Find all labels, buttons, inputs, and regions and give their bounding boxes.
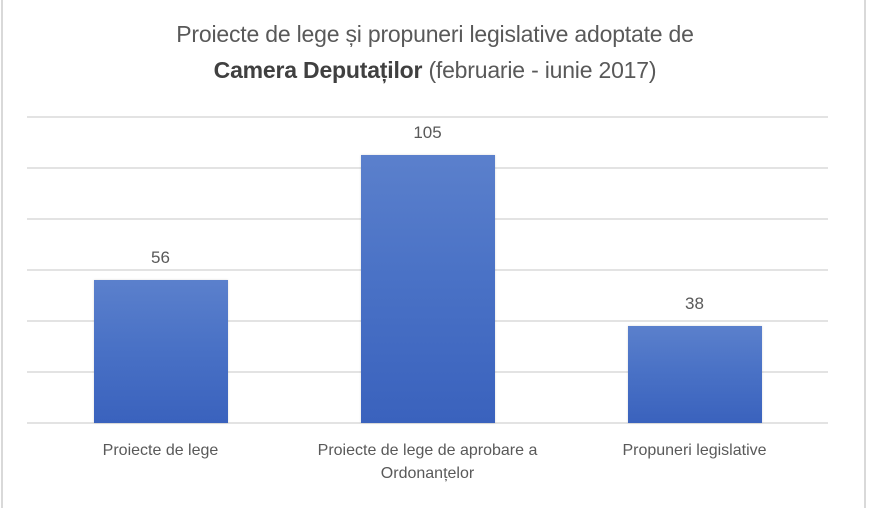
- chart-title-line1: Proiecte de lege și propuneri legislativ…: [176, 21, 694, 47]
- bar[interactable]: [93, 280, 228, 423]
- gridline: [27, 422, 828, 424]
- bar[interactable]: [360, 155, 495, 423]
- bar[interactable]: [627, 326, 762, 423]
- chart-title-bold: Camera Deputaților: [213, 57, 423, 83]
- chart-title: Proiecte de lege și propuneri legislativ…: [0, 16, 870, 88]
- data-label: 38: [685, 294, 704, 314]
- category-label: Propuneri legislative: [622, 442, 767, 459]
- data-label: 105: [413, 123, 442, 143]
- chart-title-period: (februarie - iunie 2017): [422, 57, 657, 83]
- category-label: Proiecte de lege de aprobare a Ordonanțel…: [317, 442, 538, 482]
- gridline: [27, 116, 828, 118]
- plot-area: [27, 116, 828, 424]
- category-label: Proiecte de lege: [102, 442, 219, 459]
- data-label: 56: [151, 248, 170, 268]
- chart-title-line2: Camera Deputaților (februarie - iunie 20…: [0, 52, 870, 88]
